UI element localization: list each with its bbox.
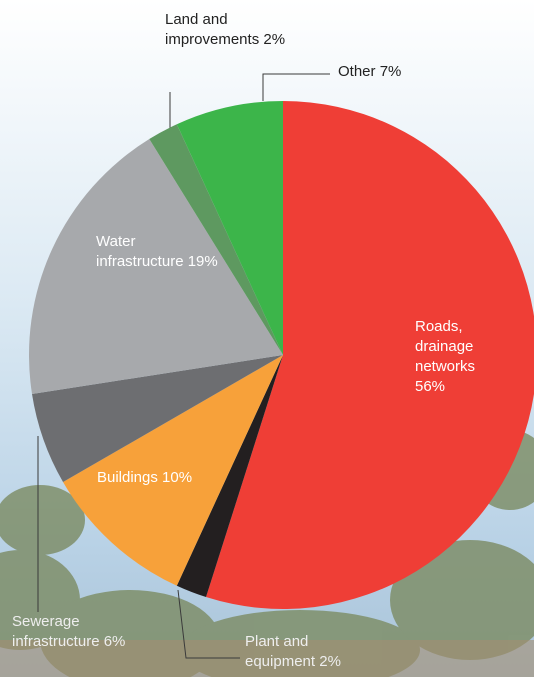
slice-label: Other 7% [338,62,458,82]
leader-lines [37,73,330,659]
category-name: Roads, drainage networks [415,318,476,375]
slice-label: Buildings 10% [97,468,197,488]
category-name: Land and improvements [165,11,260,48]
pie-slice [149,124,283,356]
slice-label: Sewerage infrastructure 6% [12,612,147,652]
slice-label: Plant and equipment 2% [245,632,365,672]
value-label: 2% [263,31,286,48]
category-name: Plant and equipment [245,633,316,670]
category-name: Other [338,63,376,80]
pie-slice [176,355,283,598]
value-label: 2% [319,653,341,670]
slice-label: Land and improvements 2% [165,10,295,50]
pie-slice [63,355,284,586]
value-label: 19% [187,253,218,270]
value-label: 7% [379,63,402,80]
category-name: Sewerage infrastructure [12,613,100,650]
category-name: Buildings [97,469,158,486]
value-label: 56% [415,378,446,395]
value-label: 10% [162,469,193,486]
category-name: Water infrastructure [96,233,184,270]
pie-slice [29,139,284,394]
slice-label: Roads, drainage networks 56% [415,317,505,397]
pie-slice [32,355,284,482]
pie-slice [176,101,283,355]
slice-label: Water infrastructure 19% [96,232,226,272]
pie-slice [205,101,534,609]
value-label: 6% [103,633,126,650]
